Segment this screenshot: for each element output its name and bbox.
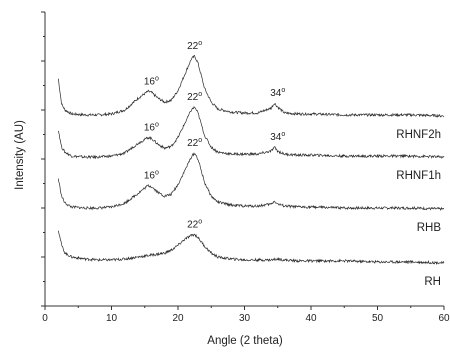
series-line-rhnf2h <box>57 55 445 118</box>
degree-mark: o <box>281 131 285 138</box>
x-axis-title: Angle (2 theta) <box>207 335 283 347</box>
peak-label: 16o <box>144 121 159 133</box>
series-layer: RHNF2h RHNF1h RHB RH <box>57 55 445 288</box>
series-label-rhb: RHB <box>417 222 442 234</box>
series-line-rhb <box>57 152 445 211</box>
degree-mark: o <box>198 137 202 144</box>
peak-label: 22o <box>187 91 202 103</box>
peak-label-value: 22 <box>187 92 199 103</box>
peak-label: 22o <box>187 218 202 230</box>
degree-mark: o <box>155 75 159 82</box>
series-label-rhnf1h: RHNF1h <box>396 170 441 182</box>
degree-mark: o <box>198 40 202 47</box>
series-line-rhnf1h <box>57 106 445 160</box>
peak-label-value: 34 <box>270 132 282 143</box>
peak-label-value: 22 <box>187 138 199 149</box>
x-tick-label: 30 <box>239 313 251 324</box>
series-label-rhnf2h: RHNF2h <box>396 129 441 141</box>
x-tick-label: 10 <box>106 313 118 324</box>
peak-label: 22o <box>187 137 202 149</box>
degree-mark: o <box>281 87 285 94</box>
degree-mark: o <box>198 218 202 225</box>
peak-label-value: 16 <box>144 76 156 87</box>
peak-label-value: 16 <box>144 122 156 133</box>
axes: 0 10 20 30 40 50 60 <box>41 11 450 324</box>
x-tick-label: 0 <box>42 313 48 324</box>
y-axis-title: Intensity (AU) <box>14 120 26 190</box>
x-tick-label: 50 <box>372 313 384 324</box>
x-tick-label: 60 <box>438 313 450 324</box>
series-line-rh <box>57 230 445 266</box>
peak-label: 34o <box>270 131 285 143</box>
peak-label: 16o <box>144 75 159 87</box>
degree-mark: o <box>155 121 159 128</box>
peak-label-value: 34 <box>270 88 282 99</box>
x-tick-label: 40 <box>305 313 317 324</box>
series-label-rh: RH <box>424 276 441 288</box>
peak-label-value: 22 <box>187 219 199 230</box>
x-tick-label: 20 <box>172 313 184 324</box>
peak-label-value: 16 <box>144 170 156 181</box>
peak-label: 34o <box>270 87 285 99</box>
peak-label: 16o <box>144 169 159 181</box>
degree-mark: o <box>155 169 159 176</box>
peak-label: 22o <box>187 40 202 52</box>
degree-mark: o <box>198 91 202 98</box>
peak-label-value: 22 <box>187 41 199 52</box>
